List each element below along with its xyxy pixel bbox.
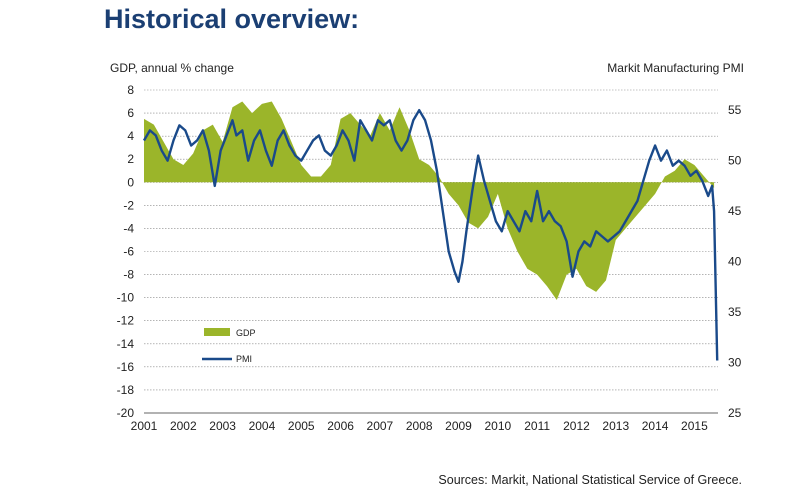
- left-tick-label: -4: [123, 221, 134, 235]
- right-tick-label: 55: [728, 103, 742, 117]
- x-tick-label: 2004: [249, 419, 276, 433]
- left-tick-label: 0: [127, 175, 134, 189]
- left-tick-label: -6: [123, 245, 134, 259]
- right-tick-label: 40: [728, 255, 742, 269]
- x-tick-label: 2008: [406, 419, 433, 433]
- x-tick-label: 2001: [131, 419, 158, 433]
- left-tick-label: -20: [117, 406, 135, 420]
- left-tick-label: -16: [117, 360, 135, 374]
- x-tick-label: 2003: [209, 419, 236, 433]
- x-tick-label: 2015: [681, 419, 708, 433]
- pmi-line: [142, 108, 719, 361]
- gdp-series: [144, 101, 715, 300]
- left-tick-label: 8: [127, 83, 134, 97]
- left-axis-label: GDP, annual % change: [110, 61, 234, 75]
- x-tick-label: 2011: [524, 419, 550, 433]
- left-tick-label: 2: [127, 152, 134, 166]
- right-axis-label: Markit Manufacturing PMI: [607, 61, 744, 75]
- x-tick-label: 2002: [170, 419, 197, 433]
- x-tick-label: 2005: [288, 419, 315, 433]
- right-tick-label: 35: [728, 305, 742, 319]
- left-tick-label: -14: [117, 337, 135, 351]
- left-tick-label: 6: [127, 106, 134, 120]
- source-note: Sources: Markit, National Statistical Se…: [438, 473, 742, 487]
- x-tick-label: 2012: [563, 419, 590, 433]
- x-tick-label: 2009: [445, 419, 472, 433]
- legend-gdp-swatch: [204, 328, 230, 336]
- left-tick-label: -12: [117, 314, 135, 328]
- left-tick-label: -2: [123, 198, 134, 212]
- right-tick-label: 25: [728, 406, 742, 420]
- left-tick-label: -18: [117, 383, 135, 397]
- right-tick-label: 50: [728, 154, 742, 168]
- right-tick-label: 30: [728, 356, 742, 370]
- x-tick-label: 2014: [642, 419, 669, 433]
- x-tick-label: 2010: [484, 419, 511, 433]
- axis-layer: 8 6 4 2 0 -2 -4 -6 -8 -10 -12 -14 -16 -18 -20 55 50 45 40 3…: [117, 83, 742, 433]
- left-tick-label: 4: [127, 129, 134, 143]
- legend-pmi-label: PMI: [236, 354, 252, 364]
- x-tick-label: 2006: [327, 419, 354, 433]
- x-tick-label: 2007: [367, 419, 394, 433]
- x-tick-label: 2013: [602, 419, 629, 433]
- pmi-series: [142, 108, 719, 361]
- legend-gdp-label: GDP: [236, 328, 256, 338]
- legend: GDP PMI: [202, 328, 256, 364]
- left-tick-label: -8: [123, 268, 134, 282]
- left-tick-label: -10: [117, 291, 135, 305]
- page-title: Historical overview:: [104, 4, 360, 34]
- gdp-area: [144, 101, 715, 300]
- right-tick-label: 45: [728, 204, 742, 218]
